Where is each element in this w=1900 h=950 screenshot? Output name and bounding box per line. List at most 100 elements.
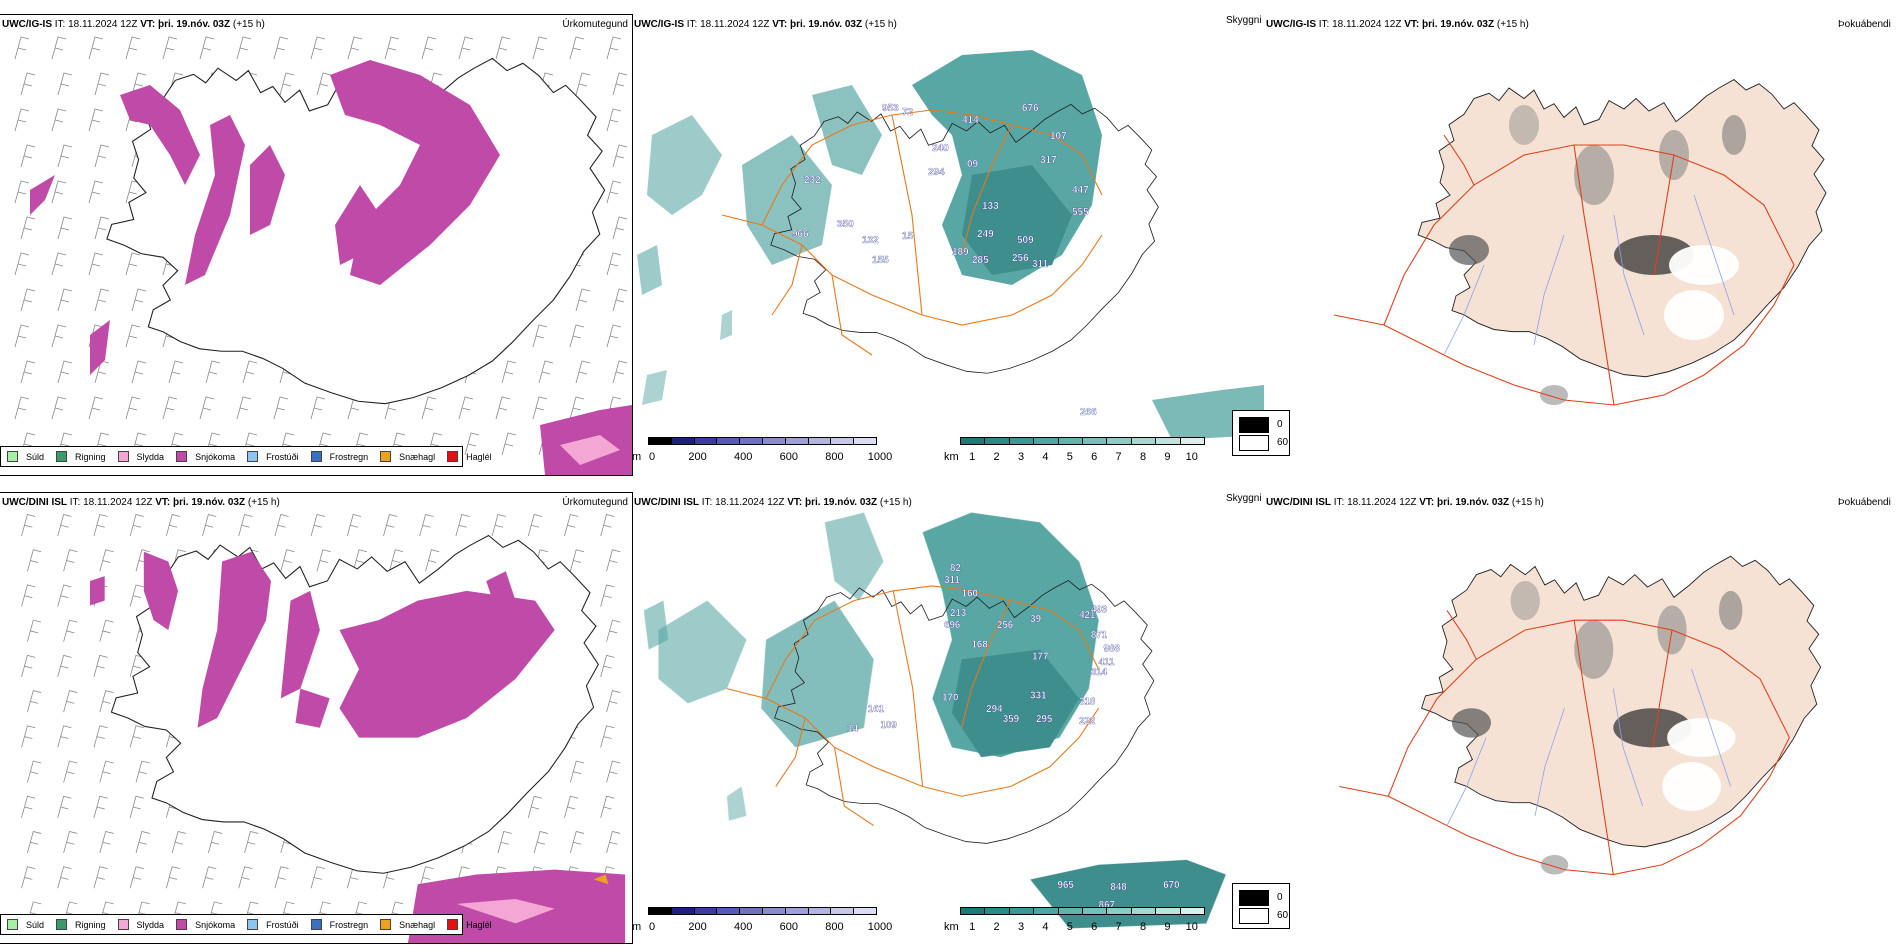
wind-barb [93, 514, 108, 537]
wind-barb [129, 725, 144, 748]
wind-barb [606, 180, 622, 204]
visibility-cell [1179, 437, 1205, 445]
legend-label: Rigning [75, 919, 106, 930]
wind-barb [57, 216, 73, 240]
height-label: 966 [792, 229, 809, 240]
wind-barb [600, 584, 615, 607]
legend-item-rigning: Rigning [56, 451, 106, 462]
fog-rivers [1443, 194, 1735, 356]
legend-label: Frostúði [266, 451, 299, 462]
height-label: 670 [1163, 880, 1180, 891]
wind-barb [99, 619, 114, 642]
height-cell [830, 907, 855, 915]
wind-barb [569, 831, 585, 854]
wind-barb [57, 866, 72, 889]
height-label: 965 [1058, 880, 1075, 891]
wind-barb [606, 549, 621, 572]
wind-barb [273, 36, 289, 60]
legend-item-snjokoma: Snjókoma [176, 919, 235, 930]
wind-barb [94, 288, 110, 312]
wind-barb [51, 324, 67, 348]
visibility-cell [984, 907, 1010, 915]
legend-item-sudl: Súld [7, 451, 44, 462]
wind-barb [165, 866, 181, 889]
legend-item-frostudi: Frostúði [247, 451, 299, 462]
legend-item-slydda: Slydda [117, 919, 164, 930]
visibility-tick: 3 [1017, 921, 1025, 933]
height-label: 160 [962, 589, 979, 600]
height-label: 331 [1030, 690, 1047, 701]
wind-barb [57, 72, 73, 96]
wind-barb [421, 36, 437, 60]
legend-swatch [117, 919, 129, 930]
wind-barb [575, 288, 591, 312]
fog-shading [1449, 105, 1746, 405]
height-label: 493 [1091, 604, 1108, 615]
panel-name: Úrkomutegund [562, 497, 628, 508]
height-label: 109 [881, 720, 898, 731]
wind-barb [27, 831, 42, 854]
wind-barb [88, 396, 104, 420]
visibility-cell [1057, 907, 1083, 915]
height-label: 295 [1036, 714, 1053, 725]
legend-label: Slydda [136, 451, 165, 462]
panel-name: Þokuábendi [1838, 497, 1891, 508]
visibility-cell [960, 437, 986, 445]
wind-barb [57, 360, 73, 384]
wind-barb [14, 36, 30, 60]
height-label: 414 [962, 115, 979, 126]
height-label: 871 [1091, 630, 1108, 641]
height-label: 232 [804, 175, 821, 186]
wind-barb [199, 36, 215, 60]
height-label: 314 [1091, 667, 1108, 678]
vt-value: þri. 19.nóv. 03Z [1422, 19, 1495, 30]
wind-barb [316, 72, 332, 96]
legend-item-slydda: Slydda [117, 451, 165, 462]
lead-time: (+15 h) [1511, 497, 1544, 508]
wind-barb [316, 549, 331, 572]
wind-barb [88, 180, 104, 204]
wind-barb [57, 288, 73, 312]
height-cell [830, 437, 855, 445]
wind-barb [346, 514, 362, 537]
wind-barb [131, 360, 147, 384]
height-tick: 200 [688, 921, 707, 933]
snow-areas [30, 60, 632, 475]
wind-barb [27, 690, 42, 713]
height-unit: m [632, 921, 642, 933]
visibility-tick: 5 [1066, 921, 1073, 933]
vt-label: VT: [772, 19, 788, 30]
fog-colorbar: 0 60 [1232, 883, 1290, 929]
height-label: 294 [986, 704, 1003, 715]
legend-label: Frostúði [266, 919, 299, 930]
legend-item-snjokoma: Snjókoma [176, 451, 235, 462]
legend-swatch [447, 919, 459, 930]
height-label: 133 [982, 201, 999, 212]
legend-swatch [56, 451, 68, 462]
legend-item-rigning: Rigning [56, 919, 106, 930]
wind-barb [532, 396, 548, 420]
height-cell [693, 907, 718, 915]
height-colorbar: m 0 200 400 600 800 1000 [632, 433, 892, 473]
visibility-cell [1082, 437, 1108, 445]
height-cell [670, 907, 695, 915]
wind-barb [612, 216, 628, 240]
wind-barb [63, 690, 78, 713]
wind-barb [606, 252, 622, 276]
height-label: 213 [950, 608, 967, 619]
wind-barb [88, 108, 104, 132]
visibility-tick: 4 [1042, 921, 1049, 933]
fog-shading [1451, 581, 1743, 875]
wind-barb [600, 654, 615, 678]
wind-barb [57, 654, 72, 678]
height-label: 155 [872, 255, 889, 266]
height-label: 555 [1072, 207, 1089, 218]
height-cell [853, 437, 877, 445]
legend-swatch [7, 451, 18, 462]
wind-barb [612, 360, 628, 384]
it-value: 18.11.2024 12Z [1332, 19, 1402, 30]
panel-title: UWC/IG-IS IT: 18.11.2024 12Z VT: þri. 19… [634, 19, 897, 30]
height-cell [648, 437, 672, 445]
wind-barb [131, 288, 147, 312]
vt-label: VT: [787, 497, 803, 508]
